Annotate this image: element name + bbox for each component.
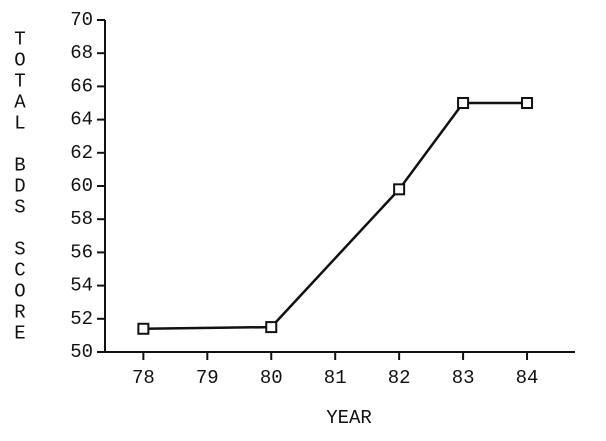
x-tick-label: 78 (132, 367, 155, 389)
y-tick-label: 54 (70, 275, 93, 297)
x-tick-label: 84 (516, 367, 539, 389)
y-tick-label: 52 (70, 308, 93, 330)
line (143, 101, 528, 331)
y-tick-label: 64 (70, 109, 93, 131)
x-tick-label: 83 (452, 367, 475, 389)
marker (393, 183, 406, 196)
y-tick-label: 56 (70, 241, 93, 263)
x-tick-label: 80 (260, 367, 283, 389)
y-tick-label: 68 (70, 42, 93, 64)
y-tick-label: 62 (70, 142, 93, 164)
y-tick-label: 70 (70, 9, 93, 31)
y-tick-label: 66 (70, 75, 93, 97)
x-tick-label: 82 (388, 367, 411, 389)
x-tick-label: 81 (324, 367, 347, 389)
x-tick-label: 79 (196, 367, 219, 389)
y-axis-label: TOTAL BDS SCORE (9, 29, 31, 344)
y-tick-label: 60 (70, 175, 93, 197)
y-tick-label: 58 (70, 208, 93, 230)
marker (137, 322, 150, 335)
marker (521, 97, 534, 109)
marker (265, 321, 278, 334)
marker (457, 97, 470, 109)
x-axis-label: YEAR (326, 407, 372, 429)
y-tick-label: 50 (70, 341, 93, 363)
